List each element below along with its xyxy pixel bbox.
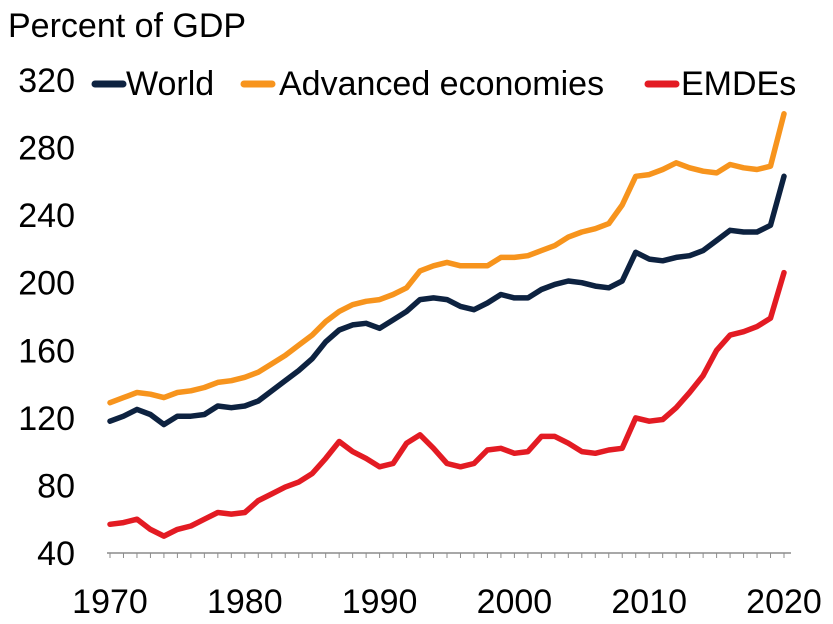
y-tick-label: 160 [18, 332, 75, 370]
x-tick-label: 1990 [342, 583, 418, 621]
legend-label-emdes: EMDEs [681, 65, 796, 103]
y-tick-label: 40 [37, 535, 75, 573]
x-tick-marks [109, 553, 785, 558]
x-tick-label: 2010 [611, 583, 687, 621]
x-tick-label: 2020 [746, 583, 822, 621]
x-tick-labels: 1970 1980 1990 2000 2010 2020 [72, 583, 822, 621]
y-tick-labels: 40 80 120 160 200 240 280 320 [18, 62, 75, 573]
x-tick-label: 1980 [207, 583, 283, 621]
legend: World Advanced economies EMDEs [91, 65, 796, 103]
y-tick-label: 240 [18, 197, 75, 235]
y-tick-label: 320 [18, 62, 75, 100]
legend-label-world: World [126, 65, 214, 103]
x-tick-label: 2000 [477, 583, 553, 621]
legend-label-advanced-economies: Advanced economies [279, 65, 604, 103]
series-line-world [107, 173, 787, 428]
series-lines [107, 111, 787, 539]
y-tick-label: 200 [18, 265, 75, 303]
series-line-advanced-economies [107, 111, 787, 406]
series-line-emdes [107, 269, 787, 539]
y-tick-label: 120 [18, 400, 75, 438]
x-tick-label: 1970 [72, 583, 148, 621]
y-axis-title: Percent of GDP [8, 7, 246, 45]
y-tick-label: 80 [37, 467, 75, 505]
y-tick-label: 280 [18, 130, 75, 168]
